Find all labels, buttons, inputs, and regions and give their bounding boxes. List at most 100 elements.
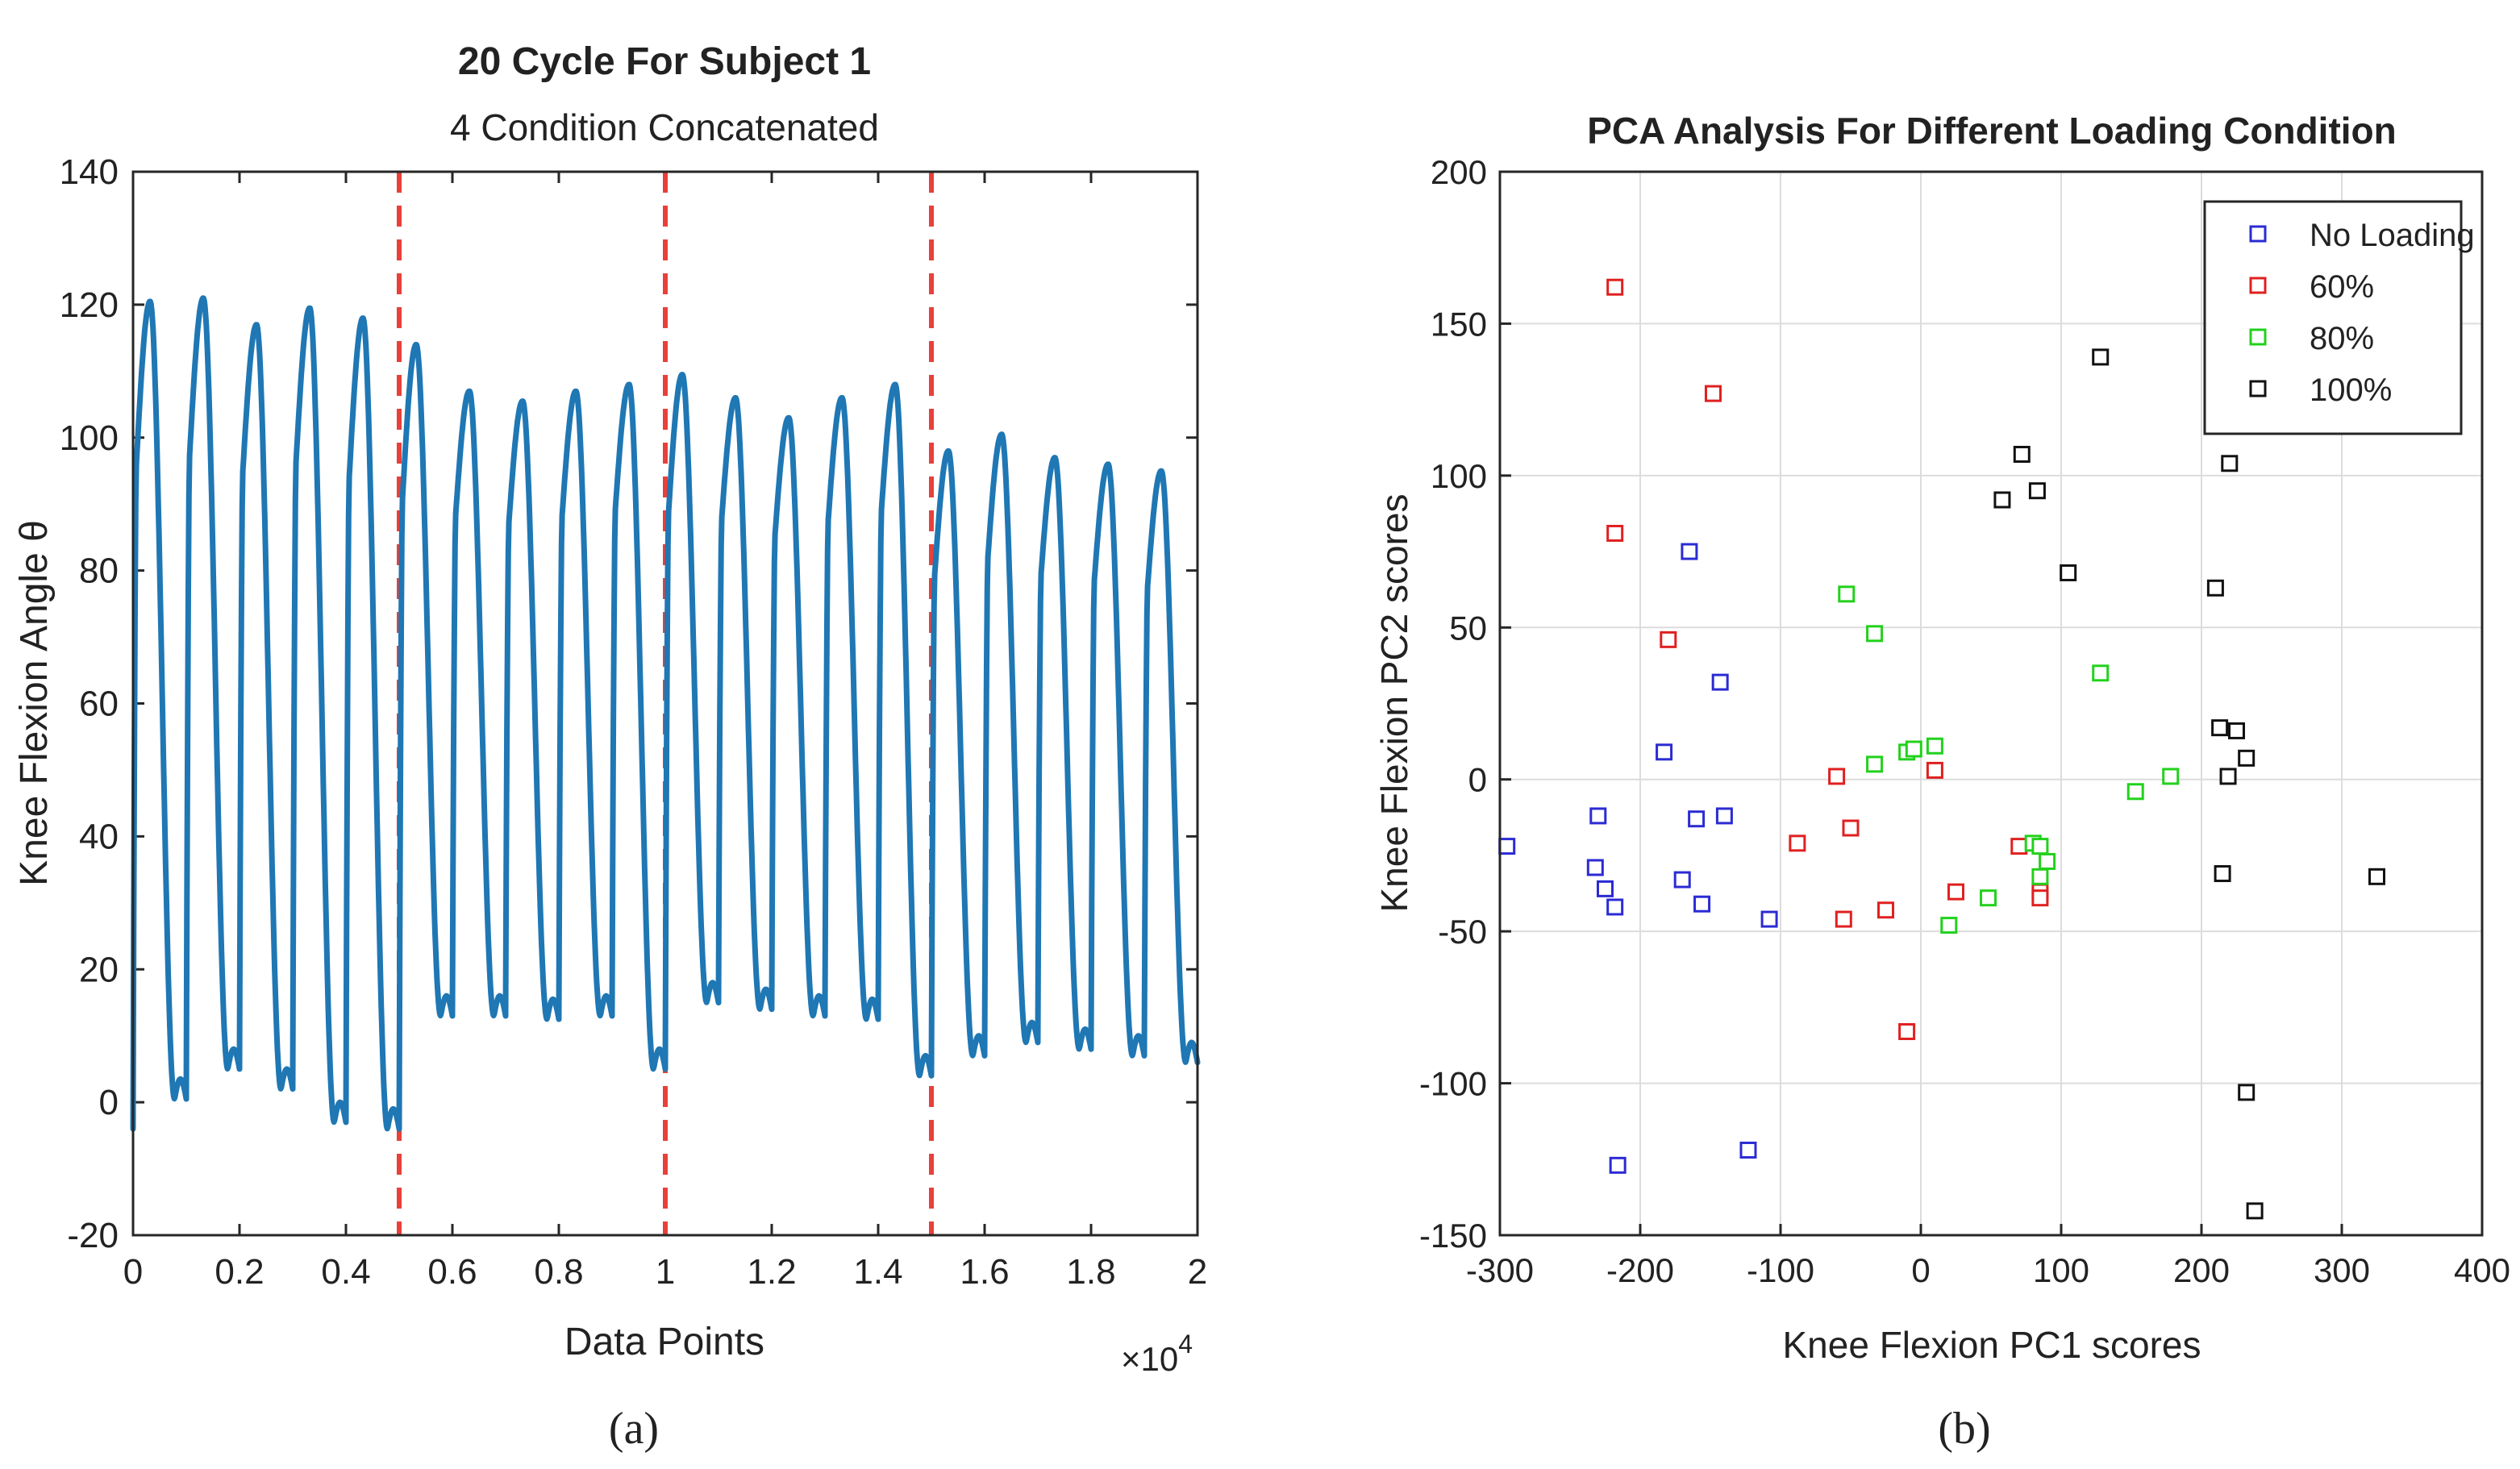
data-point-no-loading	[1693, 895, 1711, 913]
legend-marker-80	[2249, 328, 2267, 346]
legend-label-no-loading: No Loading	[2310, 218, 2475, 253]
x-tick-label: 0.4	[321, 1252, 370, 1292]
data-point-60	[2010, 838, 2028, 855]
data-point-no-loading	[1606, 898, 1624, 916]
x-tick-label: 1.6	[960, 1252, 1009, 1292]
data-point-no-loading	[1498, 838, 1516, 855]
data-point-60	[2031, 889, 2049, 907]
y-tick-label: -20	[67, 1216, 119, 1255]
data-point-60	[1877, 901, 1894, 919]
data-point-60	[1898, 1023, 1916, 1041]
y-tick-label: 60	[79, 685, 119, 724]
data-point-60	[1704, 385, 1722, 402]
data-point-60	[1606, 524, 1624, 542]
x-tick-label: 1.2	[747, 1252, 796, 1292]
x-tick-label: 300	[2314, 1251, 2370, 1289]
data-point-80	[1866, 625, 1884, 643]
data-point-100	[2246, 1202, 2264, 1220]
chart-a-tick-labels: 0 0.2 0.4 0.6 0.8 1 1.2 1.4 1.6 1.8 2-200204060801…	[60, 152, 1208, 1292]
y-tick-label: 140	[60, 152, 119, 192]
x-tick-label: 400	[2454, 1251, 2510, 1289]
chart-a-subtitle: 4 Condition Concatenated	[450, 106, 879, 148]
chart-b-ticks	[1498, 170, 2484, 1237]
x-tick-label: 0	[1911, 1251, 1930, 1289]
data-point-no-loading	[1589, 807, 1607, 825]
y-tick-label: -150	[1419, 1217, 1487, 1255]
x-tick-label: -300	[1466, 1251, 1534, 1289]
y-tick-label: 0	[1468, 761, 1487, 799]
data-point-60	[1947, 883, 1964, 901]
legend-label-100: 100%	[2310, 372, 2392, 408]
data-point-no-loading	[1715, 807, 1733, 825]
data-point-no-loading	[1681, 543, 1698, 560]
data-point-80	[2039, 852, 2056, 870]
data-point-80	[1980, 889, 1997, 907]
y-tick-label: 40	[79, 817, 119, 856]
data-point-80	[1838, 585, 1856, 603]
chart-b-legend: No Loading 60% 80% 100%	[2203, 200, 2475, 435]
chart-a-y-axis-label: Knee Flexion Angle θ	[13, 520, 56, 886]
data-point-60	[1828, 768, 1846, 785]
data-point-no-loading	[1586, 859, 1604, 876]
y-tick-label: 120	[60, 285, 119, 325]
data-point-100	[2219, 768, 2237, 785]
x-tick-label: 2	[1188, 1252, 1207, 1292]
y-tick-label: 100	[1431, 457, 1487, 495]
chart-a-x-multiplier: ×104	[1121, 1330, 1193, 1378]
y-tick-label: 100	[60, 418, 119, 458]
y-tick-label: 0	[99, 1083, 119, 1122]
data-point-no-loading	[1609, 1156, 1627, 1174]
data-point-80	[1940, 917, 1958, 934]
y-tick-label: 200	[1431, 153, 1487, 191]
chart-a-caption: (a)	[609, 1404, 659, 1454]
data-point-100	[2092, 348, 2110, 366]
legend-marker-60	[2249, 277, 2267, 294]
x-tick-label: 0.6	[427, 1252, 477, 1292]
x-tick-label: 0.8	[534, 1252, 583, 1292]
chart-a-x-multiplier-exponent: 4	[1178, 1330, 1193, 1359]
legend-label-80: 80%	[2310, 321, 2374, 356]
chart-b-data-points	[1498, 278, 2385, 1220]
x-tick-label: 1.8	[1066, 1252, 1115, 1292]
y-tick-label: 150	[1431, 305, 1487, 343]
chart-b-title: PCA Analysis For Different Loading Condi…	[1587, 110, 2397, 152]
data-point-100	[2221, 455, 2239, 472]
data-point-60	[1606, 278, 1624, 296]
chart-a-title: 20 Cycle For Subject 1	[458, 40, 871, 83]
x-tick-label: -100	[1747, 1251, 1814, 1289]
data-point-100	[2238, 749, 2256, 767]
chart-b-tick-labels: -300 -200 -100 0 100 200 300 400 -150 -100 -50 0 50 1…	[1419, 153, 2510, 1289]
chart-a-x-axis-label: Data Points	[564, 1321, 764, 1363]
data-point-no-loading	[1739, 1141, 1757, 1159]
data-point-80	[1866, 755, 1884, 773]
data-point-100	[2228, 722, 2245, 739]
x-tick-label: 0.2	[215, 1252, 264, 1292]
chart-a-x-multiplier-base: ×10	[1121, 1340, 1178, 1378]
legend-label-60: 60%	[2310, 269, 2374, 305]
data-point-80	[1905, 740, 1922, 758]
data-point-80	[2092, 664, 2110, 682]
chart-b-caption: (b)	[1938, 1404, 1990, 1454]
knee-flexion-angle-series-line	[130, 295, 1201, 1132]
line-chart-panel: 20 Cycle For Subject 1 4 Condition Conca…	[13, 40, 1207, 1454]
chart-a-ticks	[131, 170, 1199, 1237]
chart-b-y-axis-label: Knee Flexion PC2 scores	[1373, 493, 1415, 912]
data-point-60	[1926, 761, 1943, 779]
legend-marker-100	[2249, 380, 2267, 397]
data-point-no-loading	[1688, 810, 1706, 828]
data-point-100	[2214, 865, 2231, 883]
x-tick-label: 200	[2173, 1251, 2230, 1289]
legend-marker-no-loading	[2249, 225, 2267, 243]
data-point-100	[2206, 579, 2224, 597]
y-tick-label: -100	[1419, 1065, 1487, 1103]
data-point-no-loading	[1597, 880, 1614, 897]
data-point-no-loading	[1711, 673, 1729, 691]
x-tick-label: 1	[656, 1252, 675, 1292]
chart-a-axes-box	[131, 170, 1199, 1237]
data-point-100	[2368, 868, 2385, 885]
chart-b-axes-box	[1498, 170, 2484, 1237]
data-point-80	[2031, 838, 2049, 855]
x-tick-label: 1.4	[853, 1252, 902, 1292]
y-tick-label: 50	[1449, 609, 1487, 647]
data-point-100	[2211, 719, 2229, 737]
